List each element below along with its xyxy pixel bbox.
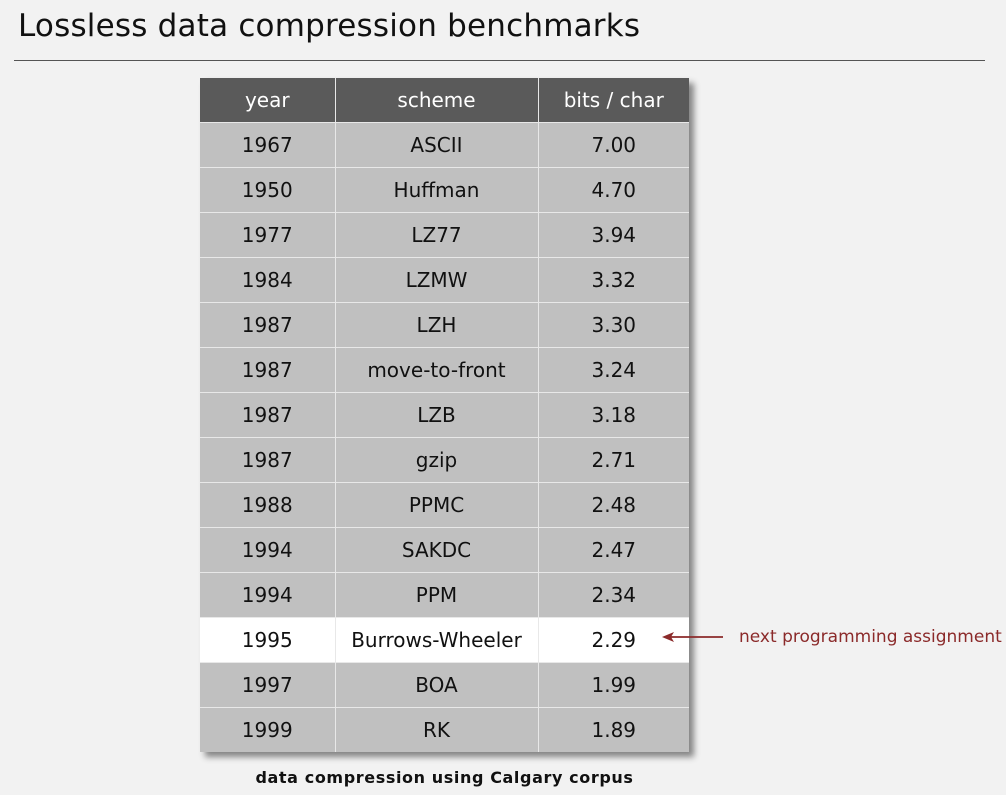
cell-scheme: RK: [335, 707, 539, 752]
cell-year: 1987: [200, 347, 336, 393]
cell-year: 1987: [200, 437, 336, 483]
cell-scheme: BOA: [335, 662, 539, 708]
table-row: 1987 LZB 3.18: [200, 392, 689, 438]
cell-bits: 1.99: [538, 662, 689, 708]
cell-year: 1967: [200, 122, 336, 168]
cell-scheme: Huffman: [335, 167, 539, 213]
left-arrow-icon: [662, 632, 723, 642]
table-row: 1984 LZMW 3.32: [200, 257, 689, 303]
cell-bits: 3.30: [538, 302, 689, 348]
cell-bits: 2.48: [538, 482, 689, 528]
cell-scheme: gzip: [335, 437, 539, 483]
header-bits-per-char: bits / char: [538, 78, 689, 123]
table-row: 1994 SAKDC 2.47: [200, 527, 689, 573]
benchmark-table: year scheme bits / char 1967 ASCII 7.00 …: [200, 78, 689, 752]
table-row: 1967 ASCII 7.00: [200, 122, 689, 168]
cell-scheme: ASCII: [335, 122, 539, 168]
table-row: 1994 PPM 2.34: [200, 572, 689, 618]
table-row: 1987 LZH 3.30: [200, 302, 689, 348]
table-row: 1977 LZ77 3.94: [200, 212, 689, 258]
table-row: 1987 move-to-front 3.24: [200, 347, 689, 393]
cell-scheme: LZB: [335, 392, 539, 438]
cell-year: 1987: [200, 392, 336, 438]
header-scheme: scheme: [335, 78, 539, 123]
cell-year: 1994: [200, 527, 336, 573]
cell-scheme: SAKDC: [335, 527, 539, 573]
cell-bits: 2.34: [538, 572, 689, 618]
cell-scheme: LZMW: [335, 257, 539, 303]
cell-year: 1997: [200, 662, 336, 708]
cell-scheme: LZ77: [335, 212, 539, 258]
cell-bits: 2.47: [538, 527, 689, 573]
cell-scheme: Burrows-Wheeler: [335, 617, 539, 663]
table-header-row: year scheme bits / char: [200, 78, 689, 123]
table-row: 1997 BOA 1.99: [200, 662, 689, 708]
table-row: 1987 gzip 2.71: [200, 437, 689, 483]
annotation: next programming assignment: [662, 624, 1002, 650]
cell-bits: 4.70: [538, 167, 689, 213]
cell-year: 1988: [200, 482, 336, 528]
cell-year: 1977: [200, 212, 336, 258]
cell-bits: 2.29: [538, 617, 689, 663]
cell-bits: 3.32: [538, 257, 689, 303]
annotation-text: next programming assignment: [739, 627, 1002, 647]
cell-bits: 1.89: [538, 707, 689, 752]
table-row: 1950 Huffman 4.70: [200, 167, 689, 213]
cell-scheme: PPMC: [335, 482, 539, 528]
table-row: 1999 RK 1.89: [200, 707, 689, 752]
cell-scheme: move-to-front: [335, 347, 539, 393]
cell-year: 1994: [200, 572, 336, 618]
title-divider: [14, 60, 985, 61]
cell-bits: 3.24: [538, 347, 689, 393]
cell-year: 1999: [200, 707, 336, 752]
header-year: year: [200, 78, 336, 123]
table-row-highlighted: 1995 Burrows-Wheeler 2.29: [200, 617, 689, 663]
table-row: 1988 PPMC 2.48: [200, 482, 689, 528]
cell-scheme: LZH: [335, 302, 539, 348]
benchmark-table-container: year scheme bits / char 1967 ASCII 7.00 …: [200, 78, 689, 752]
cell-bits: 2.71: [538, 437, 689, 483]
cell-bits: 3.94: [538, 212, 689, 258]
page-title: Lossless data compression benchmarks: [18, 8, 641, 44]
cell-year: 1995: [200, 617, 336, 663]
cell-scheme: PPM: [335, 572, 539, 618]
cell-year: 1950: [200, 167, 336, 213]
cell-bits: 7.00: [538, 122, 689, 168]
cell-year: 1984: [200, 257, 336, 303]
cell-year: 1987: [200, 302, 336, 348]
table-caption: data compression using Calgary corpus: [255, 768, 634, 787]
cell-bits: 3.18: [538, 392, 689, 438]
